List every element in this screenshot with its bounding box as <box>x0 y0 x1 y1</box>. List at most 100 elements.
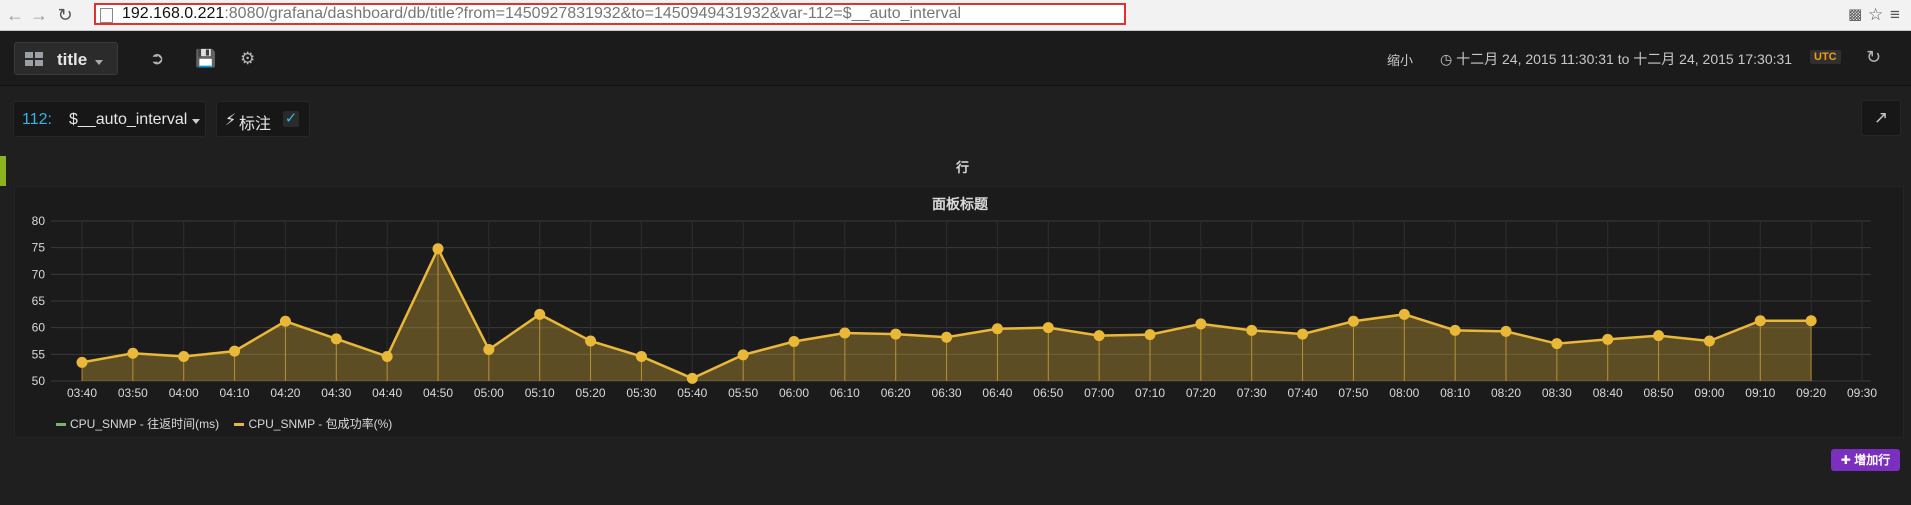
x-tick-label: 06:40 <box>982 386 1012 400</box>
data-point <box>991 323 1003 335</box>
y-tick-label: 60 <box>32 321 46 335</box>
share-icon[interactable]: ➲ <box>150 49 165 68</box>
series-area <box>82 248 1812 381</box>
graph-legend: CPU_SNMP - 往返时间(ms) CPU_SNMP - 包成功率(%) <box>56 415 404 432</box>
data-point <box>1551 338 1563 350</box>
bookmark-star-icon[interactable]: ☆ <box>1868 5 1884 24</box>
translate-icon[interactable]: ▩ <box>1848 6 1863 23</box>
y-tick-label: 75 <box>32 241 46 255</box>
annotation-checkbox[interactable]: ✓ <box>283 110 299 127</box>
x-tick-label: 07:10 <box>1135 386 1165 400</box>
data-point <box>839 327 851 339</box>
time-range-label: 十二月 24, 2015 11:30:31 to 十二月 24, 2015 17… <box>1456 51 1793 67</box>
graph-panel: 面板标题 50 55 60 65 70 75 80 03:40 03:50 04:00 04:10 0… <box>14 186 1904 438</box>
address-bar[interactable]: 192.168.0.221:8080/grafana/dashboard/db/… <box>94 3 1126 25</box>
legend-item[interactable]: CPU_SNMP - 包成功率(%) <box>234 415 392 432</box>
x-tick-label: 08:10 <box>1440 386 1470 400</box>
refresh-icon[interactable]: ↻ <box>1866 47 1882 67</box>
save-icon[interactable]: 💾 <box>195 49 217 68</box>
add-row-label: 增加行 <box>1854 453 1891 467</box>
dashboard-search-button[interactable]: title <box>14 42 118 75</box>
x-tick-label: 07:30 <box>1237 386 1267 400</box>
data-point <box>941 331 953 343</box>
data-point <box>1703 335 1715 347</box>
reload-icon[interactable]: ↻ <box>57 5 73 25</box>
page-icon <box>100 8 113 23</box>
dashboard-navbar: title ➲ 💾 ⚙ 缩小 ◷ 十二月 24, 2015 11:30:31 t… <box>0 31 1911 86</box>
x-tick-label: 03:50 <box>118 386 148 400</box>
chevron-down-icon <box>95 60 103 65</box>
data-point <box>1246 324 1258 336</box>
x-tick-label: 05:00 <box>474 386 504 400</box>
x-tick-label: 08:50 <box>1644 386 1674 400</box>
legend-label: CPU_SNMP - 往返时间(ms) <box>70 417 220 431</box>
data-point <box>127 347 139 359</box>
timezone-badge: UTC <box>1810 50 1841 64</box>
plus-icon: ✚ <box>1840 453 1855 467</box>
panel-title[interactable]: 面板标题 <box>932 196 988 212</box>
annotation-label: 标注 <box>239 116 272 133</box>
x-tick-label: 09:10 <box>1745 386 1775 400</box>
gear-icon[interactable]: ⚙ <box>240 49 256 68</box>
x-tick-label: 04:00 <box>169 386 199 400</box>
zoom-out-button[interactable]: 缩小 <box>1387 53 1414 68</box>
x-tick-label: 08:40 <box>1593 386 1623 400</box>
data-point <box>1754 315 1766 327</box>
forward-arrow-icon[interactable]: → <box>30 5 48 25</box>
external-link-button[interactable]: ↗ <box>1861 100 1901 136</box>
x-tick-label: 06:50 <box>1033 386 1063 400</box>
x-tick-label: 07:00 <box>1084 386 1114 400</box>
legend-label: CPU_SNMP - 包成功率(%) <box>248 417 393 431</box>
data-point <box>585 335 597 347</box>
data-point <box>534 308 546 320</box>
data-point <box>635 350 647 362</box>
x-tick-label: 06:30 <box>932 386 962 400</box>
data-point <box>1805 315 1817 327</box>
row-collapse-handle[interactable] <box>0 156 6 186</box>
x-tick-label: 04:30 <box>321 386 351 400</box>
legend-item[interactable]: CPU_SNMP - 往返时间(ms) <box>56 415 219 432</box>
x-tick-label: 08:30 <box>1542 386 1572 400</box>
url-host: 192.168.0.221 <box>122 5 225 22</box>
x-tick-label: 05:10 <box>525 386 555 400</box>
time-range-picker[interactable]: ◷ 十二月 24, 2015 11:30:31 to 十二月 24, 2015 … <box>1440 49 1792 69</box>
data-point <box>1042 322 1054 334</box>
x-tick-label: 04:20 <box>270 386 300 400</box>
data-point <box>178 350 190 362</box>
annotation-toggle[interactable]: ⚡ 标注 ✓ <box>216 101 310 137</box>
variable-value-dropdown[interactable]: $__auto_interval <box>69 111 188 128</box>
data-point <box>483 344 495 356</box>
data-point <box>229 345 241 357</box>
dashboard-title: title <box>57 50 88 69</box>
data-point <box>788 336 800 348</box>
row-title: 行 <box>956 160 970 175</box>
clock-icon: ◷ <box>1440 51 1457 67</box>
data-point <box>890 328 902 340</box>
graph-chart[interactable]: 50 55 60 65 70 75 80 03:40 03:50 04:00 04:10 04:20 0… <box>15 187 1905 439</box>
data-point <box>686 372 698 384</box>
x-tick-label: 03:40 <box>67 386 97 400</box>
back-arrow-icon[interactable]: ← <box>6 5 24 25</box>
x-tick-label: 04:10 <box>220 386 250 400</box>
y-tick-label: 80 <box>32 214 46 228</box>
x-tick-label: 06:20 <box>881 386 911 400</box>
dashboard-grid-icon <box>25 52 43 66</box>
x-tick-label: 08:00 <box>1389 386 1419 400</box>
data-point <box>330 333 342 345</box>
data-point <box>76 356 88 368</box>
x-tick-label: 06:10 <box>830 386 860 400</box>
x-tick-label: 09:30 <box>1847 386 1877 400</box>
x-tick-label: 05:40 <box>677 386 707 400</box>
add-row-button[interactable]: ✚ 增加行 <box>1831 449 1900 471</box>
chevron-down-icon <box>192 119 200 124</box>
template-variable[interactable]: 112: $__auto_interval <box>13 101 206 137</box>
x-tick-label: 05:50 <box>728 386 758 400</box>
browser-toolbar: ← → ↻ 192.168.0.221:8080/grafana/dashboa… <box>0 0 1911 31</box>
x-tick-label: 04:50 <box>423 386 453 400</box>
variable-label: 112: <box>22 111 52 128</box>
data-point <box>1297 328 1309 340</box>
data-point <box>1398 308 1410 320</box>
x-tick-label: 09:00 <box>1694 386 1724 400</box>
menu-icon[interactable]: ≡ <box>1890 5 1900 24</box>
y-tick-label: 55 <box>32 347 46 361</box>
